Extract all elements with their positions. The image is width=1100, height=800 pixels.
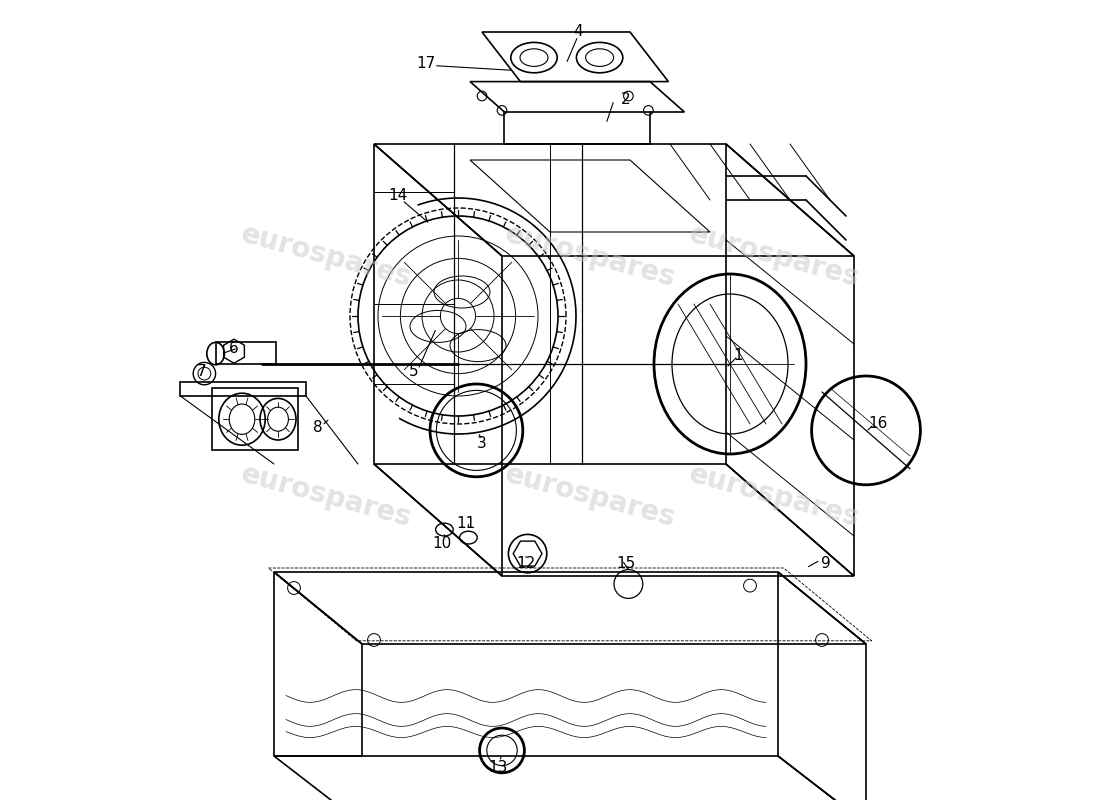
Text: 17: 17 [417,57,436,71]
Text: 3: 3 [477,437,487,451]
Text: 6: 6 [229,341,239,355]
Text: 13: 13 [488,761,508,775]
Text: 12: 12 [516,557,536,571]
Text: eurospares: eurospares [238,460,415,532]
Text: 15: 15 [616,557,636,571]
Text: 11: 11 [456,517,475,531]
Text: 7: 7 [197,365,207,379]
Text: 5: 5 [409,365,419,379]
Text: 4: 4 [573,25,583,39]
Text: eurospares: eurospares [685,220,862,292]
Text: eurospares: eurospares [502,220,679,292]
Text: 16: 16 [868,417,888,431]
Text: eurospares: eurospares [685,460,862,532]
Text: 8: 8 [314,421,322,435]
Text: 1: 1 [734,349,742,363]
Text: 10: 10 [432,537,452,551]
Text: 9: 9 [821,557,830,571]
Text: eurospares: eurospares [238,220,415,292]
Text: 2: 2 [621,93,630,107]
Text: eurospares: eurospares [502,460,679,532]
Text: 14: 14 [388,189,408,203]
